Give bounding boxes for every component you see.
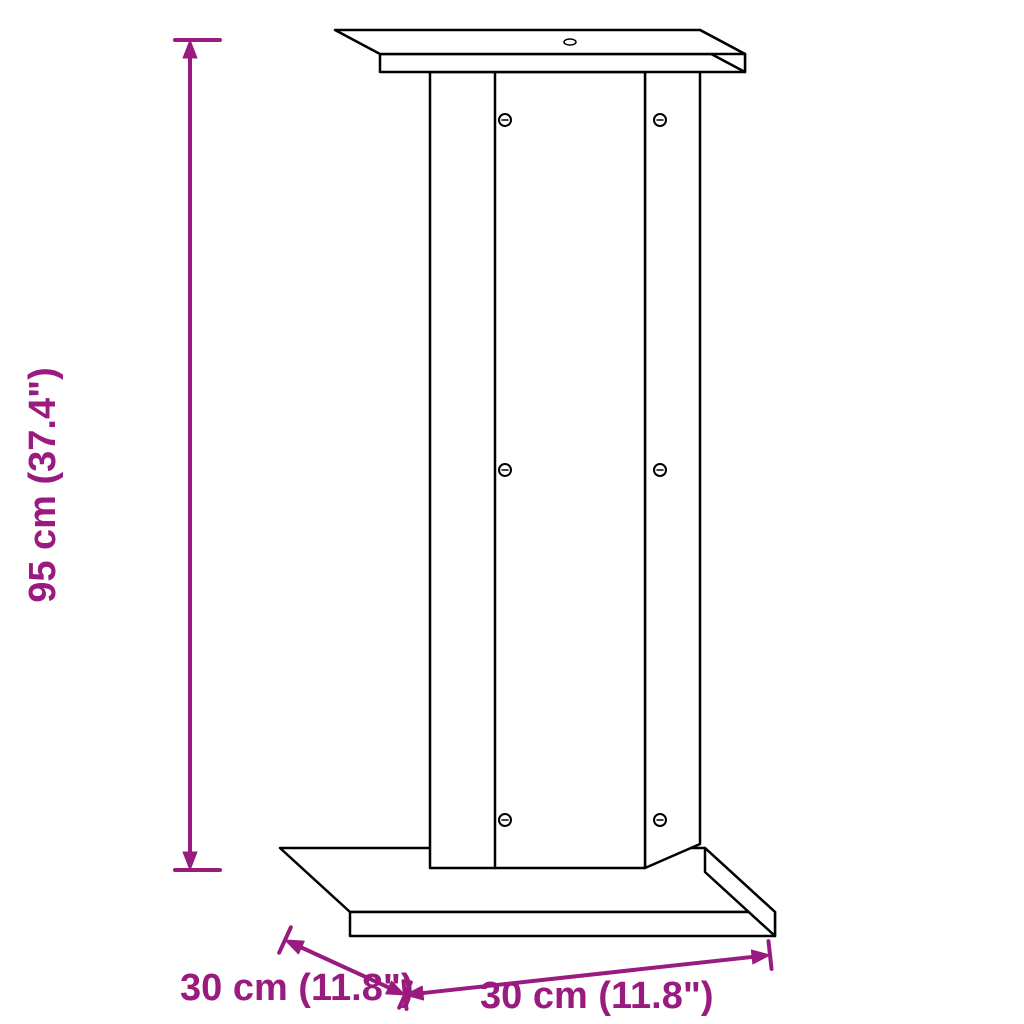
depth-label: 30 cm (11.8") xyxy=(180,967,414,1009)
dimension-diagram: 95 cm (37.4") 30 cm (11.8") 30 cm (11.8") xyxy=(0,0,1024,1024)
height-label: 95 cm (37.4") xyxy=(22,367,64,603)
product-outline xyxy=(280,30,775,936)
width-label: 30 cm (11.8") xyxy=(480,975,714,1017)
